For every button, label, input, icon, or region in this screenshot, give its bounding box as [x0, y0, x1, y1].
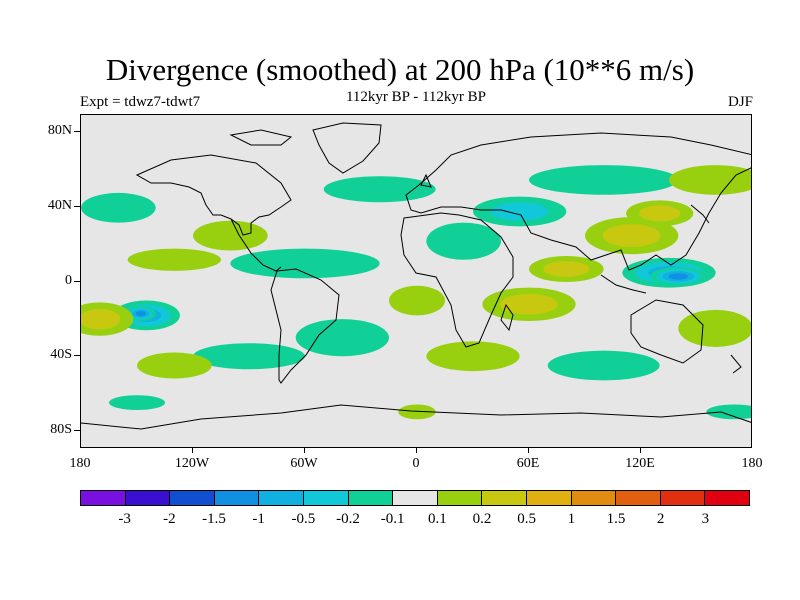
- colorbar-cell-6: [348, 491, 394, 505]
- lat-tick-mark-40n: [74, 206, 80, 207]
- colorbar-label-5: -0.2: [336, 511, 360, 527]
- field-contour-24-1: [398, 404, 436, 420]
- lat-tick-mark-0: [74, 281, 80, 282]
- coastline-madagascar: [500, 303, 514, 332]
- field-contour-1-4: [668, 273, 689, 280]
- colorbar-label-12: 2: [656, 511, 665, 527]
- lon-tick-label-120w: 120W: [174, 456, 210, 471]
- lon-tick-label-120e: 120E: [625, 456, 655, 471]
- field-contour-14-1: [678, 309, 751, 347]
- field-contour-3-4: [135, 310, 146, 317]
- lat-tick-label-40s: 40S: [50, 347, 72, 362]
- field-contour-8-2: [81, 308, 121, 330]
- field-contour-17-1: [323, 176, 436, 203]
- chart-title: Divergence (smoothed) at 200 hPa (10**6 …: [105, 52, 695, 87]
- lon-tick-label-0: 0: [412, 456, 420, 471]
- coastline-antarctica: [81, 404, 751, 430]
- colorbar-cell-4: [259, 491, 304, 505]
- colorbar-label-6: -0.1: [380, 511, 405, 527]
- field-contour-11-1: [426, 222, 501, 260]
- coastline-africa: [400, 212, 514, 348]
- field-contour-5-2: [638, 205, 681, 222]
- lon-tick-mark-60w: [304, 448, 305, 453]
- lon-tick-label-180e: 180: [741, 456, 763, 471]
- colorbar-label-4: -0.5: [291, 511, 316, 527]
- coastline-australia: [630, 299, 704, 364]
- colorbar-label-3: -1: [252, 511, 265, 527]
- field-contour-15-1: [295, 319, 389, 357]
- lon-tick-label-60e: 60E: [516, 456, 540, 471]
- season-label: DJF: [727, 94, 753, 110]
- map-plot-area: [80, 114, 752, 448]
- lon-tick-mark-60e: [528, 448, 529, 453]
- coastline-uk: [420, 173, 432, 188]
- colorbar-cell-9: [482, 491, 527, 505]
- lat-tick-mark-80s: [74, 430, 80, 431]
- coastline-eurasia: [405, 132, 751, 271]
- field-contour-9-1: [127, 248, 221, 271]
- colorbar-label-7: 0.1: [427, 511, 447, 527]
- coastline-greenland: [312, 122, 382, 174]
- field-contour-23-1: [547, 350, 660, 381]
- colorbar-label-8: 0.2: [472, 511, 492, 527]
- colorbar-cell-2: [170, 491, 215, 505]
- divergence-map: [81, 122, 751, 430]
- colorbar-label-13: 3: [701, 511, 710, 527]
- lat-tick-label-80s: 80S: [50, 422, 72, 437]
- lon-tick-label-180w: 180: [69, 456, 91, 471]
- field-contour-26-1: [706, 404, 751, 420]
- colorbar: [80, 490, 750, 506]
- colorbar-cell-10: [526, 491, 572, 505]
- lon-tick-label-60w: 60W: [290, 456, 318, 471]
- coastline-central-america: [230, 218, 282, 272]
- coastline-japan: [690, 204, 710, 224]
- experiment-label: Expt = tdwz7-tdwt7: [80, 94, 201, 110]
- field-contour-18-1: [529, 165, 679, 195]
- coastline-arctic-islands: [229, 129, 293, 146]
- colorbar-cell-13: [660, 491, 706, 505]
- colorbar-label-9: 0.5: [517, 511, 537, 527]
- field-contour-25-1: [109, 395, 165, 411]
- colorbar-cell-11: [571, 491, 617, 505]
- colorbar-label-2: -1.5: [202, 511, 226, 527]
- colorbar-label-1: -2: [163, 511, 176, 527]
- chart-subtitle: 112kyr BP - 112kyr BP: [345, 89, 486, 105]
- field-contour-4-2: [602, 224, 661, 248]
- field-contour-20-1: [81, 192, 156, 223]
- colorbar-cell-7: [393, 491, 438, 505]
- lat-tick-mark-40s: [74, 355, 80, 356]
- field-contour-16-1: [426, 341, 520, 372]
- field-contour-10-2: [490, 202, 549, 221]
- lon-tick-mark-0: [416, 448, 417, 453]
- coastline-indonesia: [600, 274, 647, 294]
- colorbar-cell-14: [705, 491, 749, 505]
- colorbar-label-0: -3: [118, 511, 131, 527]
- colorbar-cell-1: [125, 491, 171, 505]
- lon-tick-mark-120w: [192, 448, 193, 453]
- colorbar-cell-0: [81, 491, 126, 505]
- coastline-new-zealand: [730, 354, 742, 374]
- field-contour-19-1: [669, 165, 751, 195]
- lat-tick-label-80n: 80N: [47, 123, 72, 138]
- field-contour-27-1: [137, 352, 212, 379]
- field-contour-13-1: [193, 220, 268, 251]
- colorbar-cell-3: [214, 491, 260, 505]
- field-contour-7-2: [543, 261, 590, 278]
- colorbar-label-11: 1.5: [606, 511, 626, 527]
- lon-tick-mark-120e: [640, 448, 641, 453]
- colorbar-cell-5: [303, 491, 349, 505]
- field-contour-22-1: [193, 343, 305, 370]
- lat-tick-label-40n: 40N: [47, 198, 72, 213]
- coastline-south-america: [270, 268, 340, 384]
- coastline-north-america: [135, 154, 292, 236]
- lat-tick-label-0: 0: [65, 273, 72, 288]
- colorbar-cell-8: [437, 491, 483, 505]
- colorbar-label-10: 1: [567, 511, 576, 527]
- field-contour-12-1: [230, 248, 380, 279]
- colorbar-cell-12: [616, 491, 661, 505]
- lat-tick-mark-80n: [74, 131, 80, 132]
- field-contour-21-1: [389, 285, 445, 316]
- field-contour-6-2: [500, 293, 558, 315]
